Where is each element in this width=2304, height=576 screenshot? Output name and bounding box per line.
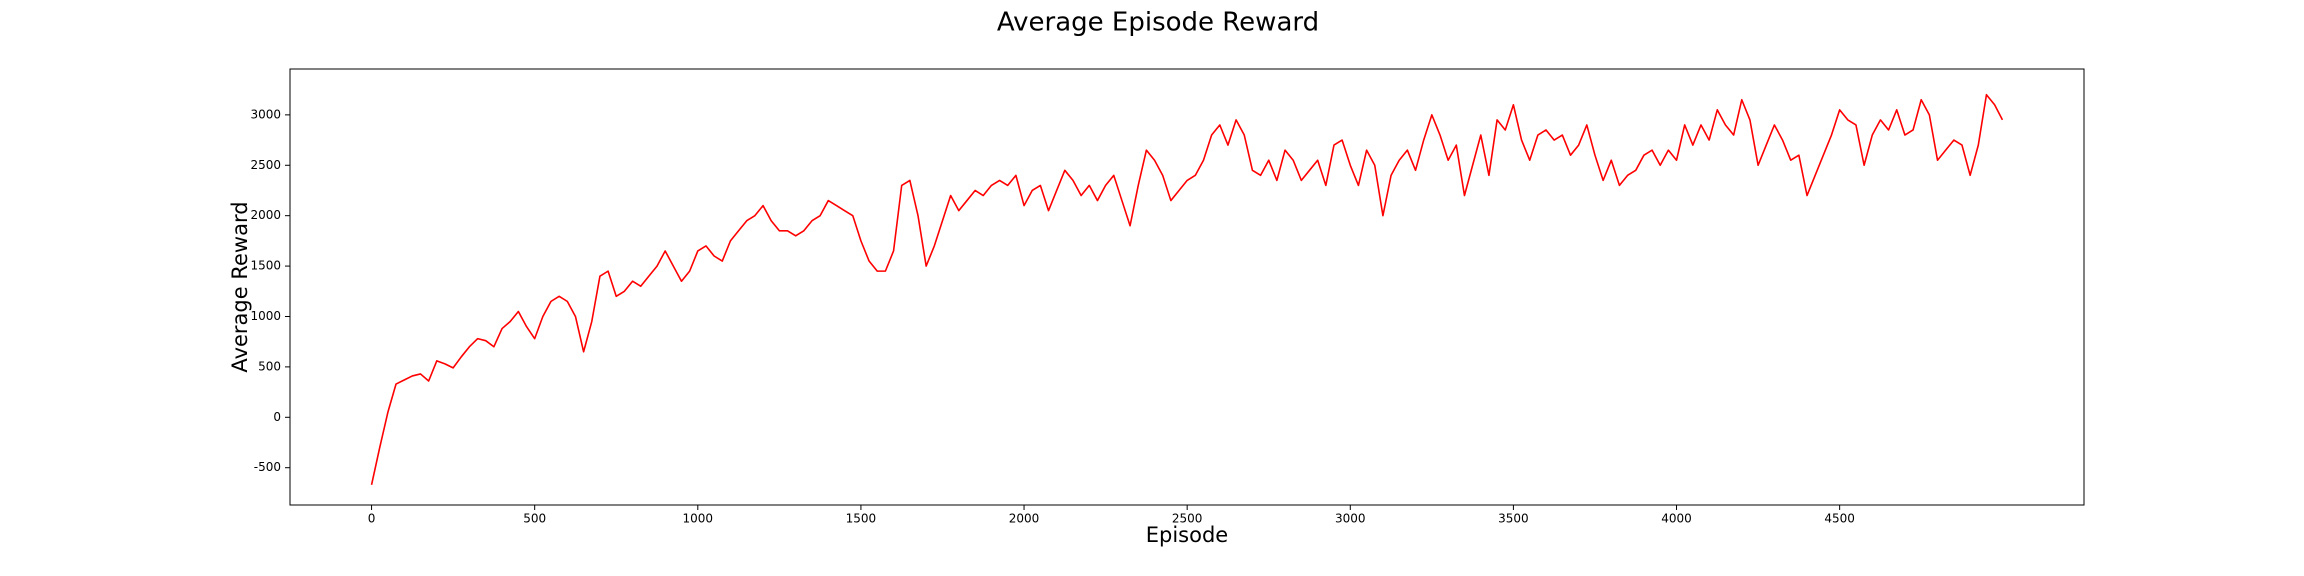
y-tick-label: 0 — [273, 410, 281, 424]
axes-frame — [289, 68, 2085, 506]
x-tick-label: 3500 — [1498, 512, 1529, 526]
x-tick-label: 3000 — [1335, 512, 1366, 526]
y-tick-label: 2500 — [250, 158, 281, 172]
x-tick-label: 1500 — [846, 512, 877, 526]
y-tick-label: 3000 — [250, 107, 281, 121]
plot-area: 0 500 1000 1500 2000 2500 3000 3500 4000 4500 -500… — [250, 93, 2004, 526]
y-axis-label: Average Reward — [228, 201, 252, 372]
x-tick-label: 500 — [523, 512, 546, 526]
x-tick-label: 1000 — [683, 512, 714, 526]
x-tick-label: 4000 — [1661, 512, 1692, 526]
y-tick-label: 1000 — [250, 309, 281, 323]
chart-title: Average Episode Reward — [997, 8, 1319, 38]
x-tick-label: 0 — [368, 512, 376, 526]
x-tick-label: 4500 — [1824, 512, 1855, 526]
data-line — [370, 93, 2004, 486]
x-axis-label: Episode — [1146, 523, 1228, 547]
x-tick-label: 2500 — [1172, 512, 1203, 526]
y-tick-label: 1500 — [250, 259, 281, 273]
y-tick-label: 500 — [258, 359, 281, 373]
x-tick-label: 2000 — [1009, 512, 1040, 526]
y-tick-label: 2000 — [250, 208, 281, 222]
y-tick-label: -500 — [254, 460, 281, 474]
